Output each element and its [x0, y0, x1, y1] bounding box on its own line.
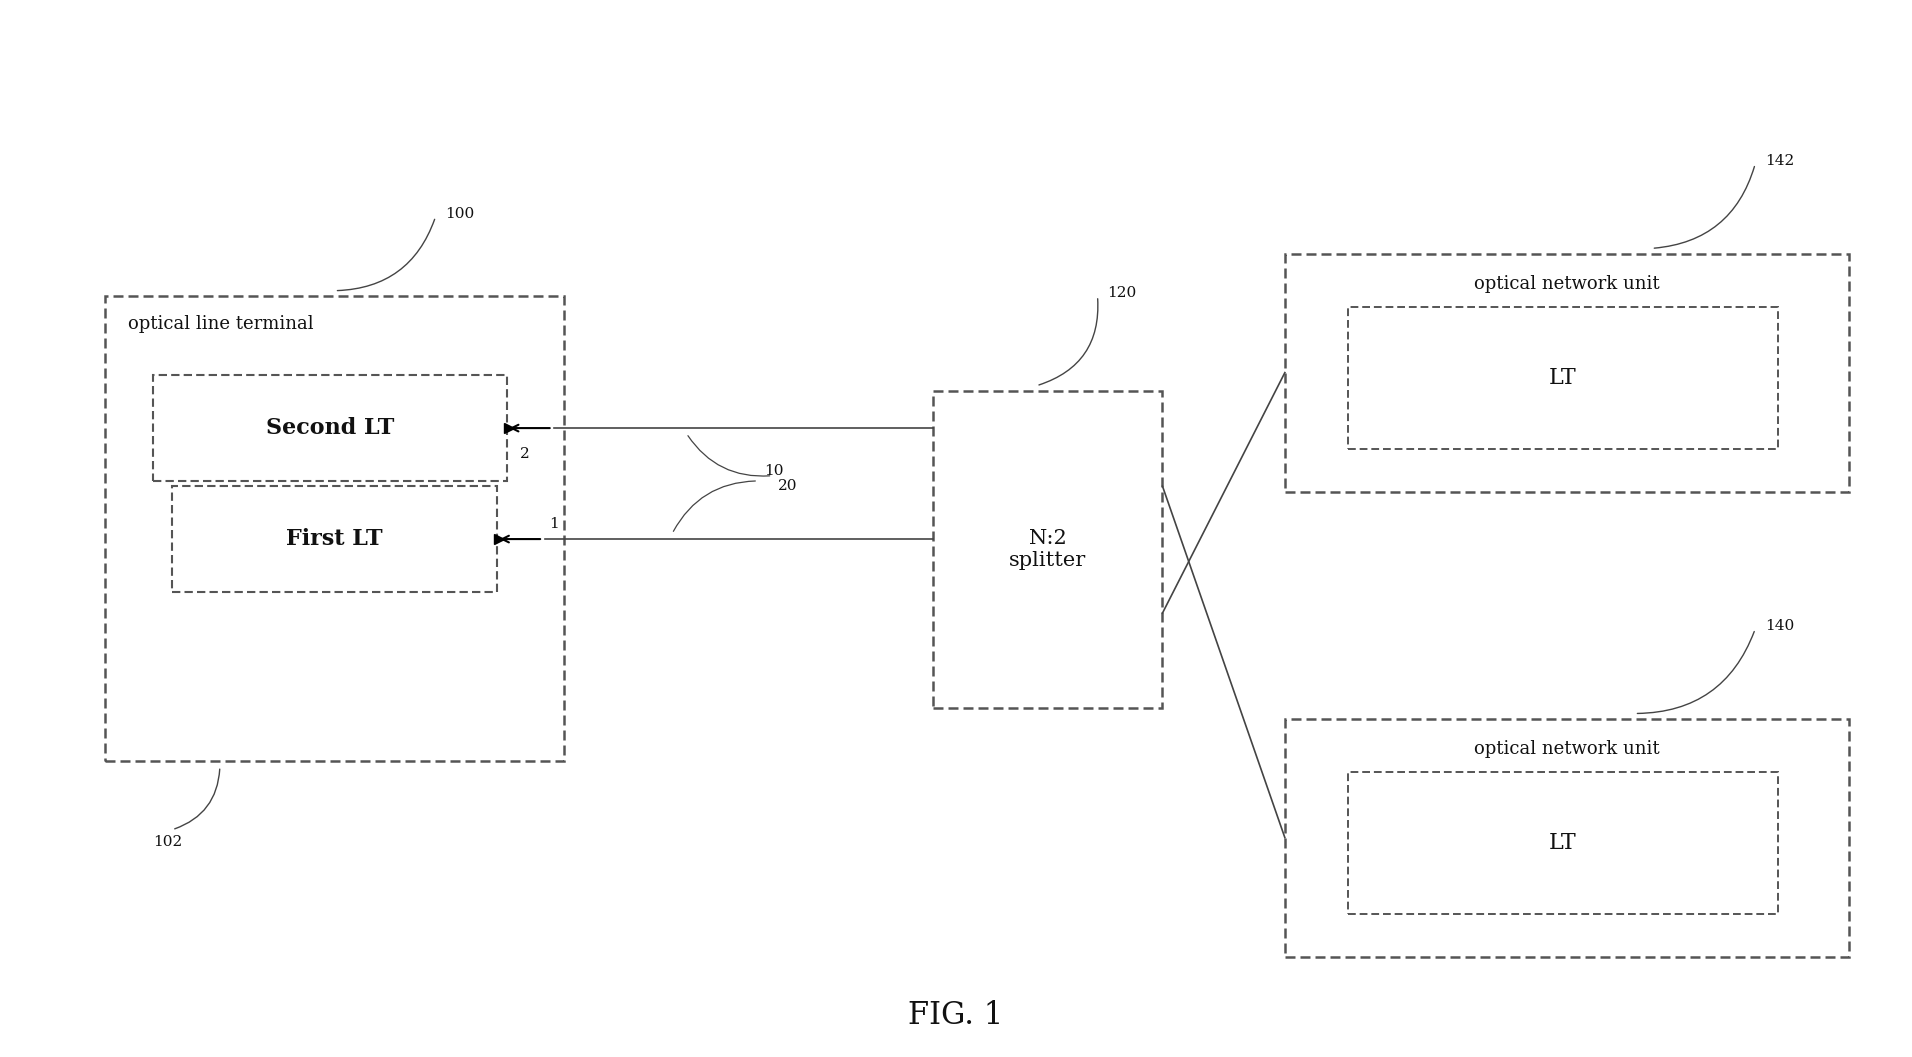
Bar [153, 375, 507, 481]
Bar [1348, 307, 1778, 449]
Text: optical line terminal: optical line terminal [128, 315, 314, 333]
Text: LT: LT [1549, 367, 1577, 389]
Bar [172, 486, 497, 592]
Text: 10: 10 [763, 464, 784, 478]
Bar [1348, 772, 1778, 914]
Text: First LT: First LT [287, 528, 382, 550]
Text: 140: 140 [1765, 618, 1793, 633]
Text: 1: 1 [549, 517, 558, 531]
Text: 2: 2 [520, 447, 530, 461]
Text: N:2
splitter: N:2 splitter [1010, 530, 1086, 570]
Bar [1285, 719, 1849, 957]
Text: 142: 142 [1765, 153, 1793, 168]
Text: 20: 20 [778, 479, 797, 493]
Bar [933, 391, 1162, 708]
Text: optical network unit: optical network unit [1474, 275, 1660, 293]
Bar [1285, 254, 1849, 492]
Text: optical network unit: optical network unit [1474, 740, 1660, 758]
Text: 102: 102 [153, 835, 182, 850]
Bar [105, 296, 564, 761]
Text: Second LT: Second LT [266, 418, 394, 439]
Text: FIG. 1: FIG. 1 [908, 1000, 1004, 1031]
Text: 100: 100 [445, 206, 474, 221]
Text: 120: 120 [1107, 285, 1136, 300]
Text: LT: LT [1549, 832, 1577, 854]
